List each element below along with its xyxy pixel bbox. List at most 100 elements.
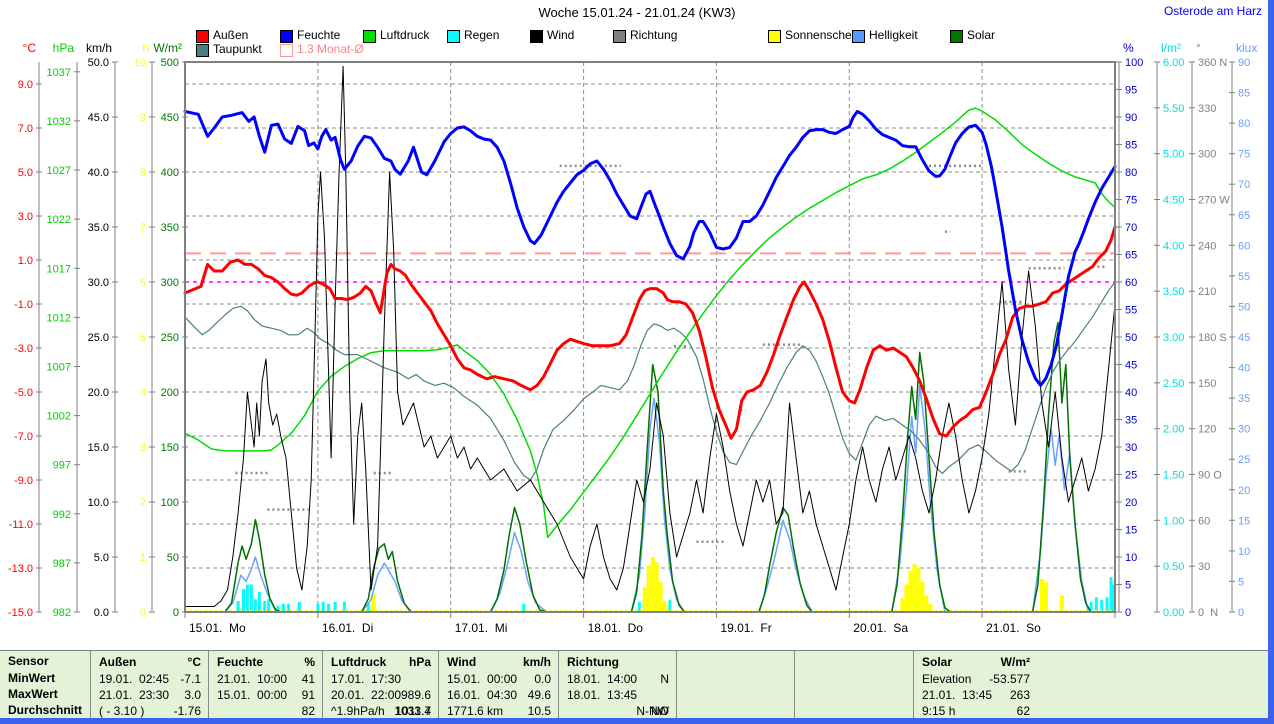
- svg-text:992: 992: [53, 509, 71, 521]
- svg-text:l/m²: l/m²: [1161, 41, 1181, 55]
- svg-text:300: 300: [161, 277, 179, 289]
- svg-text:65: 65: [1238, 210, 1250, 222]
- table-wind-r0-label: Wind: [447, 655, 477, 669]
- table-solar-r3-value: 62: [1016, 704, 1030, 718]
- table-row-header-3: Durchschnitt: [8, 703, 83, 717]
- svg-text:0: 0: [1125, 607, 1131, 619]
- svg-text:40: 40: [1238, 363, 1250, 375]
- svg-text:W/m²: W/m²: [153, 41, 182, 55]
- table-leer2-row2: [803, 687, 906, 703]
- table-solar-r2-label: 21.01. 13:45: [922, 688, 993, 702]
- svg-text:1022: 1022: [47, 214, 71, 226]
- svg-text:1.0: 1.0: [18, 255, 33, 267]
- svg-text:6.00: 6.00: [1163, 57, 1184, 69]
- table-richtung-r1-value: N: [660, 672, 669, 686]
- table-feuchte-r2-value: 91: [301, 688, 315, 702]
- svg-text:360 N: 360 N: [1198, 57, 1227, 69]
- svg-text:1032: 1032: [47, 116, 71, 128]
- table-richtung-r2-label: 18.01. 13:45: [567, 688, 638, 702]
- svg-text:1027: 1027: [47, 165, 71, 177]
- table-solar-row3: 9:15 h 62: [922, 703, 1030, 719]
- table-separator: [913, 651, 914, 719]
- svg-text:15.0: 15.0: [88, 442, 109, 454]
- svg-text:3.50: 3.50: [1163, 286, 1184, 298]
- axis-wind: km/h 50.0 45.0 40.0 35.0 30.0 25.0 20.0 15.0 10.0…: [86, 41, 118, 619]
- series-aussen: [183, 225, 1117, 440]
- table-aussen-r3-value: -1.76: [173, 704, 201, 718]
- svg-text:4.00: 4.00: [1163, 240, 1184, 252]
- svg-text:2.50: 2.50: [1163, 378, 1184, 390]
- x-day-label: 18.01. Do: [588, 621, 644, 635]
- table-richtung-row2: 18.01. 13:45 N-NW: [567, 687, 669, 718]
- table-luftdruck-r0-label: Luftdruck: [331, 655, 387, 669]
- svg-text:0.00: 0.00: [1163, 607, 1184, 619]
- svg-text:80: 80: [1238, 118, 1250, 130]
- station-name: Osterode am Harz: [1163, 4, 1262, 18]
- table-separator: [794, 651, 795, 719]
- svg-text:5: 5: [1238, 576, 1244, 588]
- svg-text:1002: 1002: [47, 411, 71, 423]
- svg-text:7.0: 7.0: [18, 123, 33, 135]
- svg-text:0: 0: [173, 607, 179, 619]
- table-feuchte-row0: Feuchte%: [217, 654, 315, 670]
- legend-label-feuchte: Feuchte: [297, 28, 341, 42]
- svg-text:45: 45: [1125, 360, 1137, 372]
- svg-text:270 W: 270 W: [1198, 195, 1230, 207]
- x-day-label: 19.01. Fr: [720, 621, 771, 635]
- table-wind-row0: Wind km/h: [447, 654, 551, 670]
- svg-text:80: 80: [1125, 167, 1137, 179]
- svg-text:-15.0: -15.0: [8, 607, 33, 619]
- table-aussen-row3: ( - 3.10 ) -1.76: [99, 703, 201, 719]
- table-separator: [676, 651, 677, 719]
- svg-text:10.0: 10.0: [88, 497, 109, 509]
- svg-text:hPa: hPa: [53, 41, 75, 55]
- table-richtung-r1-label: 18.01. 14:00: [567, 672, 638, 686]
- svg-text:45.0: 45.0: [88, 112, 109, 124]
- legend-label-luftdruck: Luftdruck: [380, 28, 430, 42]
- svg-text:0: 0: [140, 607, 146, 619]
- svg-text:330: 330: [1198, 103, 1216, 115]
- table-solar-row2: 21.01. 13:45 263: [922, 687, 1030, 703]
- svg-text:8: 8: [140, 167, 146, 179]
- svg-text:210: 210: [1198, 286, 1216, 298]
- table-aussen-r2-value: 3.0: [184, 688, 201, 702]
- svg-text:250: 250: [161, 332, 179, 344]
- svg-text:20.0: 20.0: [88, 387, 109, 399]
- table-luftdruck-r3-label: ^1.9hPa/h: [331, 704, 385, 718]
- legend-label-taupunkt: Taupunkt: [213, 42, 262, 56]
- svg-text:%: %: [1123, 41, 1134, 55]
- svg-text:60: 60: [1125, 277, 1137, 289]
- svg-text:4.50: 4.50: [1163, 195, 1184, 207]
- table-aussen-r3-label: ( - 3.10 ): [99, 704, 145, 718]
- table-aussen-row2: 21.01. 23:30 3.0: [99, 687, 201, 703]
- svg-text:5: 5: [1125, 580, 1131, 592]
- svg-text:90: 90: [1125, 112, 1137, 124]
- legend-swatch-helligkeit: [852, 30, 865, 43]
- svg-text:25.0: 25.0: [88, 332, 109, 344]
- svg-text:5.0: 5.0: [18, 167, 33, 179]
- svg-text:5.00: 5.00: [1163, 149, 1184, 161]
- sensor-summary-table: Sensor MinWert MaxWert Durchschnitt Außen °C 1…: [0, 650, 1274, 719]
- table-luftdruck-row0: Luftdruck hPa: [331, 654, 431, 670]
- table-wind-row2: 16.01. 04:30 49.6: [447, 687, 551, 703]
- table-row-header-1: MinWert: [8, 671, 56, 685]
- svg-text:10: 10: [1238, 546, 1250, 558]
- table-row-header-0: Sensor: [8, 654, 49, 668]
- svg-text:85: 85: [1125, 140, 1137, 152]
- table-richtung-r2-value: N-NW: [636, 704, 669, 718]
- svg-text:1.50: 1.50: [1163, 470, 1184, 482]
- svg-text:450: 450: [161, 112, 179, 124]
- svg-text:°: °: [1196, 41, 1201, 55]
- svg-text:85: 85: [1238, 88, 1250, 100]
- svg-text:65: 65: [1125, 250, 1137, 262]
- chart-legend: Außen Feuchte Luftdruck Regen Wind Richtung So…: [0, 0, 1274, 60]
- window-border-bottom: [0, 718, 1274, 724]
- table-solar-r1-label: Elevation: [922, 672, 972, 686]
- svg-text:120: 120: [1198, 424, 1216, 436]
- axis-temp: °C 9.0 7.0 5.0 3.0 1.0 -1.0 -3.0 -5.0 -7.0 -9.0 -11…: [8, 41, 42, 619]
- table-luftdruck-r3-value: 1011.7: [395, 704, 431, 718]
- svg-text:180 S: 180 S: [1198, 332, 1227, 344]
- x-day-label: 17.01. Mi: [455, 621, 508, 635]
- svg-text:150: 150: [1198, 378, 1216, 390]
- series-feuchte: [183, 110, 1117, 387]
